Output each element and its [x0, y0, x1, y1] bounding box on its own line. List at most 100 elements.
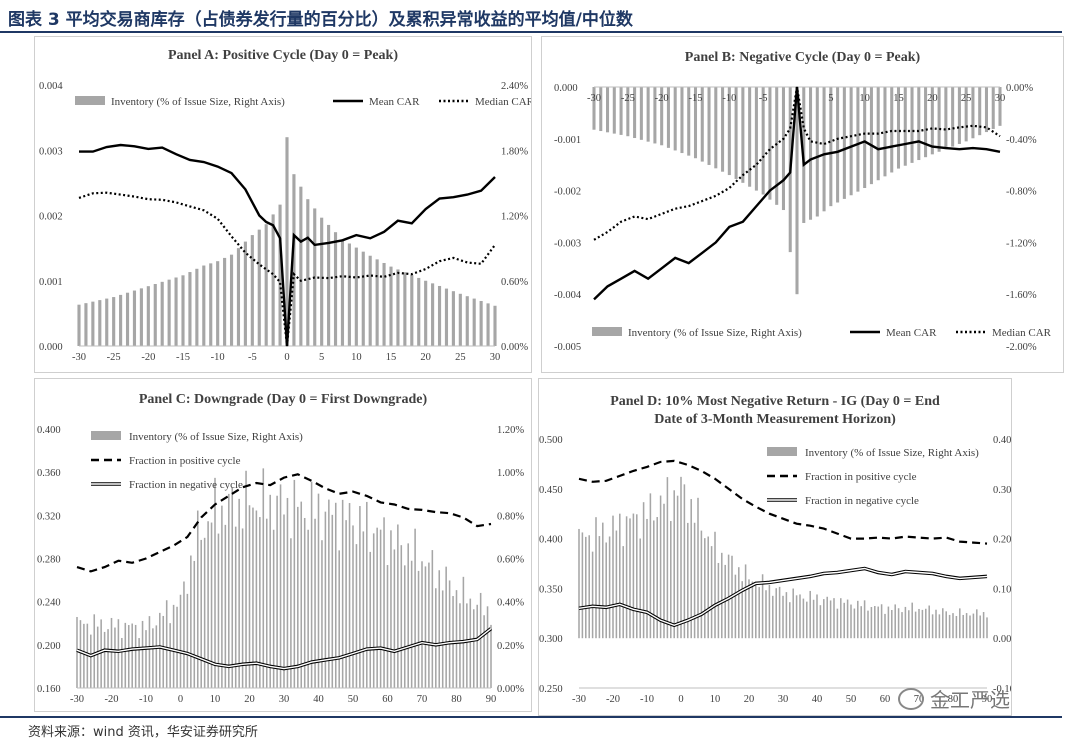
- panel-d-inventory-bar: [901, 612, 903, 639]
- panel-c-inventory-bar: [400, 545, 403, 688]
- panel-c-inventory-bar: [379, 529, 382, 688]
- panel-a-yleft-tick: 0.000: [39, 342, 63, 353]
- panel-d-inventory-bar: [819, 605, 822, 639]
- panel-b-x-tick: 10: [859, 93, 870, 104]
- panel-a-inventory-bar: [257, 229, 261, 346]
- panel-c-inventory-bar: [410, 560, 413, 688]
- panel-c-inventory-bar: [131, 623, 133, 688]
- panel-b-x-tick: -5: [759, 93, 768, 104]
- panel-d-inventory-bar: [887, 606, 890, 639]
- panel-d-x-tick: 0: [678, 694, 683, 705]
- panel-d-inventory-bar: [704, 538, 706, 639]
- panel-b-yright-tick: 0.00%: [1006, 83, 1033, 94]
- panel-d-title: Date of 3-Month Measurement Horizon): [654, 412, 896, 427]
- panel-a-inventory-bar: [479, 300, 483, 346]
- panel-a-inventory-bar: [119, 294, 123, 346]
- panel-c-inventory-bar: [290, 538, 292, 688]
- panel-b-inventory-bar: [666, 87, 670, 148]
- watermark-text: 金工严选: [930, 688, 1010, 712]
- panel-a-inventory-bar: [236, 248, 241, 346]
- panel-a-x-tick: 0: [284, 352, 289, 363]
- panel-d-inventory-bar: [608, 536, 611, 639]
- panel-b-inventory-bar: [883, 87, 887, 177]
- panel-d-inventory-bar: [884, 613, 886, 639]
- panel-c-inventory-bar: [279, 484, 282, 688]
- panel-c-inventory-bar: [169, 623, 171, 688]
- panel-a-inventory-bar: [340, 239, 345, 346]
- panel-c-yleft-tick: 0.280: [37, 555, 61, 566]
- panel-d-inventory-bar: [948, 614, 951, 639]
- panel-a-x-tick: 30: [490, 352, 501, 363]
- panel-d-yleft-tick: 0.300: [539, 634, 563, 645]
- panel-d-inventory-bar: [976, 609, 978, 639]
- panel-c-inventory-bar: [190, 555, 192, 688]
- panel-a-inventory-bar: [223, 257, 227, 346]
- panel-a-inventory-bar: [139, 288, 143, 346]
- panel-b-x-tick: -10: [722, 93, 736, 104]
- panel-c-x-tick: 10: [210, 694, 221, 705]
- panel-c-inventory-bar: [341, 499, 344, 688]
- panel-d-inventory-bar: [938, 614, 941, 639]
- panel-c-yright-tick: 0.80%: [497, 511, 524, 522]
- panel-d-yleft-tick: 0.450: [539, 485, 563, 496]
- panel-c-inventory-bar: [193, 560, 196, 688]
- panel-c-x-tick: 50: [348, 694, 359, 705]
- panel-b-inventory-bar: [984, 87, 988, 133]
- panel-b-inventory-bar: [991, 87, 995, 129]
- panel-d-inventory-bar: [615, 530, 618, 639]
- panel-c-inventory-bar: [276, 495, 278, 688]
- panel-b-legend-key-bar: [592, 327, 622, 336]
- panel-c-inventory-bar: [376, 527, 378, 688]
- panel-a-inventory-bar: [250, 235, 254, 346]
- wechat-icon: [898, 687, 924, 710]
- panel-d-legend-label: Inventory (% of Issue Size, Right Axis): [805, 447, 979, 459]
- panel-d-inventory-bar: [795, 595, 798, 639]
- panel-c-inventory-bar: [141, 620, 144, 688]
- panel-d-inventory-bar: [710, 546, 713, 639]
- panel-a-inventory-bar: [229, 254, 234, 346]
- panel-b-inventory-bar: [822, 87, 826, 212]
- panel-c-yright-tick: 1.20%: [497, 425, 524, 436]
- panel-d-yright-tick: 0.30%: [993, 485, 1011, 496]
- panel-a-x-tick: -10: [211, 352, 225, 363]
- panel-c-inventory-bar: [286, 497, 289, 688]
- panel-d-inventory-bar: [659, 495, 662, 639]
- panel-a-yleft-tick: 0.002: [39, 212, 63, 223]
- panel-c-inventory-bar: [117, 619, 120, 688]
- panel-d-yright-tick: 0.10%: [993, 584, 1011, 595]
- panel-b-inventory-bar: [809, 87, 813, 220]
- panel-a-inventory-bar: [77, 304, 81, 346]
- panel-a-inventory-bar: [389, 266, 393, 346]
- panel-a-inventory-bar: [472, 298, 476, 346]
- panel-a-inventory-bar: [396, 269, 400, 346]
- panel-c-inventory-bar: [127, 625, 130, 688]
- panel-c-inventory-bar: [76, 616, 78, 688]
- panel-a-inventory-bar: [375, 259, 379, 346]
- panel-b-inventory-bar: [842, 87, 846, 199]
- panel-c-inventory-bar: [338, 550, 340, 688]
- panel-a-x-tick: -15: [176, 352, 190, 363]
- panel-a-yright-tick: 0.00%: [501, 342, 528, 353]
- panel-c-inventory-bar: [252, 507, 254, 688]
- panel-a-inventory-bar: [327, 224, 331, 346]
- panel-d-x-tick: 10: [710, 694, 721, 705]
- panel-c-inventory-bar: [300, 501, 303, 688]
- panel-d-inventory-bar: [836, 608, 839, 639]
- panel-a-inventory-bar: [125, 292, 130, 346]
- panel-a-legend-label: Median CAR: [475, 96, 531, 108]
- panel-c-inventory-bar: [390, 530, 392, 688]
- panel-d-inventory-bar: [619, 513, 621, 639]
- panel-c-inventory-bar: [317, 493, 320, 688]
- panel-c-inventory-bar: [448, 580, 451, 688]
- panel-a-inventory-bar: [368, 255, 372, 346]
- panel-c-inventory-bar: [196, 510, 199, 688]
- panel-c-inventory-bar: [159, 612, 161, 688]
- panel-d-inventory-bar: [789, 602, 791, 639]
- panel-c-inventory-bar: [324, 511, 327, 688]
- panel-d-inventory-bar: [850, 604, 852, 639]
- panel-b-x-tick: 25: [961, 93, 972, 104]
- panel-a-inventory-bar: [84, 303, 88, 346]
- panel-a-inventory-bar: [458, 293, 462, 346]
- panel-c-inventory-bar: [96, 626, 99, 688]
- panel-b-inventory-bar: [639, 87, 643, 140]
